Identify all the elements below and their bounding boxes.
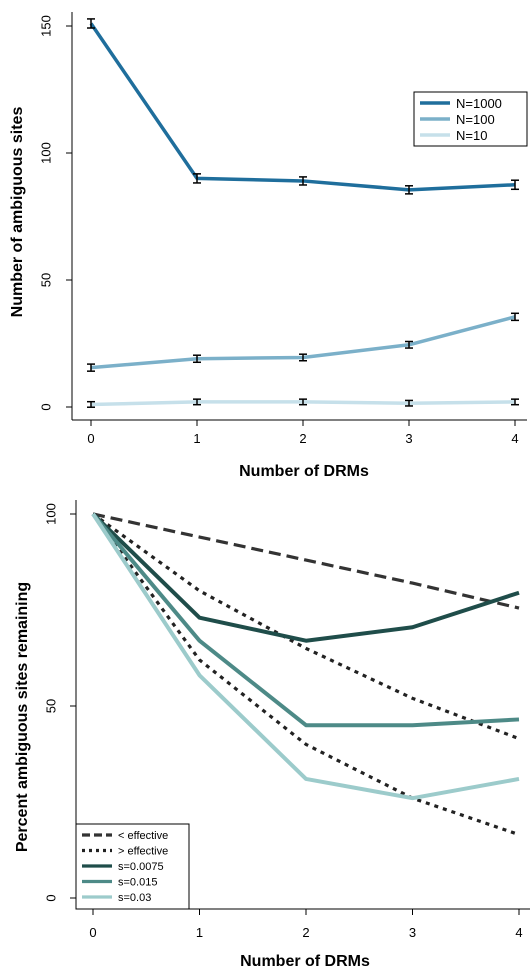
legend-label-> effective: > effective [118,846,168,858]
x-tick-label: 3 [405,431,412,446]
y-tick-label: 0 [43,894,58,901]
x-tick-label: 0 [87,431,94,446]
error-bar-N=10 [511,398,519,406]
legend-label-N=1000: N=1000 [456,96,502,111]
error-bar-N=100 [193,354,201,364]
series-line-< effective [92,512,520,610]
y-tick-label: 50 [38,273,53,287]
error-bar-N=100 [511,312,519,322]
legend-label-s=0.015: s=0.015 [118,877,157,889]
legend-label-N=100: N=100 [456,112,495,127]
error-bar-N=1000 [299,176,307,186]
x-tick-label: 0 [89,925,96,940]
series-line-s=0.0075 [91,512,520,643]
x-tick-label: 2 [299,431,306,446]
error-bar-N=1000 [193,173,201,184]
series-line-s=0.03 [91,512,520,801]
series-line-> effective [92,512,520,741]
series-line-s=0.015 [91,512,520,728]
error-bar-N=10 [193,398,201,406]
x-axis-title: Number of DRMs [239,463,369,480]
error-bar-N=10 [87,400,95,408]
x-tick-label: 1 [193,431,200,446]
legend-label-s=0.03: s=0.03 [118,892,151,904]
legend-label-< effective: < effective [118,830,168,842]
x-tick-label: 4 [515,925,522,940]
series-line-> effective [91,513,520,837]
error-bar-N=100 [87,363,95,372]
y-tick-label: 100 [43,503,58,525]
error-bar-N=1000 [405,185,413,195]
error-bar-N=100 [405,340,413,349]
error-bar-N=10 [299,398,307,406]
legend-label-s=0.0075: s=0.0075 [118,861,164,873]
error-bar-N=10 [405,399,413,407]
x-tick-label: 2 [302,925,309,940]
x-tick-label: 4 [511,431,518,446]
x-axis-title: Number of DRMs [240,953,370,970]
legend-label-N=10: N=10 [456,128,487,143]
y-axis-title: Percent ambiguous sites remaining [14,582,31,852]
error-bar-N=100 [299,353,307,362]
y-axis-title: Number of ambiguous sites [9,107,26,318]
error-bar-N=1000 [87,18,95,29]
y-tick-label: 0 [38,403,53,410]
x-tick-label: 3 [409,925,416,940]
error-bar-N=1000 [511,179,519,191]
x-tick-label: 1 [196,925,203,940]
y-tick-label: 150 [38,15,53,37]
y-tick-label: 100 [38,142,53,164]
y-tick-label: 50 [43,699,58,713]
